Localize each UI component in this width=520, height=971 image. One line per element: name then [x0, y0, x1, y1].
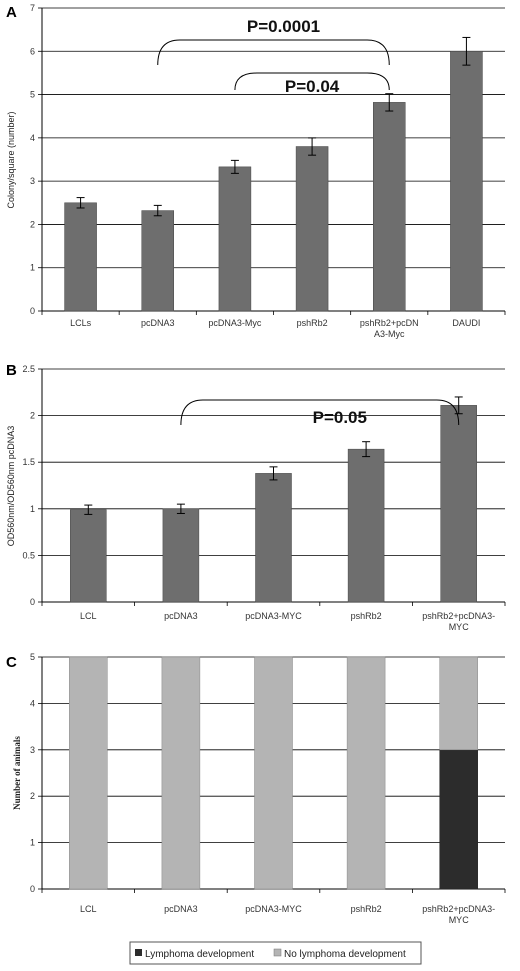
chart-panel-a: A 0 1 2 3 4 5 6 7 Colony/square (number) P=0.0001 P… [6, 3, 506, 339]
significance-bracket [234, 72, 390, 91]
bar [295, 146, 329, 312]
bar [70, 509, 107, 603]
y-tick-label: 2 [30, 791, 35, 801]
bar [347, 448, 385, 603]
bar [141, 210, 174, 312]
y-axis-label: OD560nm/OD560nm pcDNA3 [6, 426, 16, 547]
p-value-label: P=0.04 [285, 77, 340, 96]
y-tick-label: 5 [30, 652, 35, 662]
bar [162, 508, 200, 603]
y-tick-label: 2.5 [22, 364, 35, 374]
x-category-label: pshRb2 [351, 904, 382, 914]
x-category-label: pshRb2+pcDNA3- [422, 611, 495, 621]
y-tick-label: 6 [30, 46, 35, 56]
y-tick-label: 1 [30, 838, 35, 848]
bar-no-lymphoma [161, 656, 201, 890]
x-category-label: pcDNA3 [164, 904, 198, 914]
x-category-label: LCL [80, 611, 97, 621]
bar-no-lymphoma [346, 656, 386, 890]
significance-bracket [157, 39, 390, 66]
y-tick-label: 7 [30, 3, 35, 13]
y-tick-label: 4 [30, 133, 35, 143]
x-category-label-line2: MYC [449, 622, 470, 632]
bar-no-lymphoma [254, 656, 293, 890]
y-tick-label: 5 [30, 90, 35, 100]
chart-panel-c: C 0 1 2 3 4 5 Number of animals Lymphoma develop… [6, 652, 506, 965]
y-tick-label: 0 [30, 884, 35, 894]
bar [450, 51, 483, 312]
y-tick-label: 3 [30, 176, 35, 186]
x-category-label: pshRb2 [297, 318, 328, 328]
x-category-label-line2: MYC [449, 915, 470, 925]
x-category-label: pcDNA3 [141, 318, 175, 328]
bar-no-lymphoma [69, 656, 108, 890]
y-tick-label: 1 [30, 263, 35, 273]
bar [440, 405, 477, 603]
x-category-label: pshRb2 [351, 611, 382, 621]
y-tick-label: 1 [30, 504, 35, 514]
x-category-label: pcDNA3-Myc [208, 318, 262, 328]
legend-label: Lymphoma development [145, 949, 254, 960]
y-tick-label: 0.5 [22, 550, 35, 560]
significance-bracket [180, 399, 460, 426]
y-tick-label: 0 [30, 306, 35, 316]
y-tick-label: 2 [30, 411, 35, 421]
x-category-label: DAUDI [452, 318, 480, 328]
x-category-label: pshRb2+pcDNA3- [422, 904, 495, 914]
y-tick-label: 4 [30, 698, 35, 708]
legend-swatch-no-lymphoma [273, 948, 282, 957]
panel-letter: B [6, 362, 17, 379]
bar [218, 166, 252, 312]
bar [373, 102, 406, 312]
bar-no-lymphoma [439, 656, 478, 751]
y-tick-label: 0 [30, 597, 35, 607]
legend-swatch-lymphoma [135, 949, 142, 956]
y-axis-label: Number of animals [12, 736, 22, 810]
bar-lymphoma [439, 749, 478, 890]
legend: Lymphoma development No lymphoma developm… [129, 941, 422, 965]
panel-letter: A [6, 4, 17, 21]
panel-letter: C [6, 654, 17, 671]
legend-label: No lymphoma development [284, 949, 406, 960]
bar [64, 202, 97, 312]
x-category-label-line2: A3-Myc [374, 329, 405, 339]
y-tick-label: 3 [30, 745, 35, 755]
x-category-label: LCLs [70, 318, 92, 328]
y-axis-label: Colony/square (number) [6, 111, 16, 208]
p-value-label: P=0.0001 [247, 17, 320, 36]
y-tick-label: 1.5 [22, 457, 35, 467]
x-category-label: pcDNA3-MYC [245, 904, 302, 914]
bar [255, 473, 292, 603]
p-value-label: P=0.05 [313, 408, 367, 427]
x-category-label: LCL [80, 904, 97, 914]
x-category-label: pcDNA3 [164, 611, 198, 621]
x-category-label: pshRb2+pcDN [360, 318, 419, 328]
y-tick-label: 2 [30, 219, 35, 229]
chart-panel-b: B 0 0.5 1 1.5 2 2.5 OD560nm/OD560nm pcDNA3 P=0.0… [6, 362, 506, 632]
x-category-label: pcDNA3-MYC [245, 611, 302, 621]
